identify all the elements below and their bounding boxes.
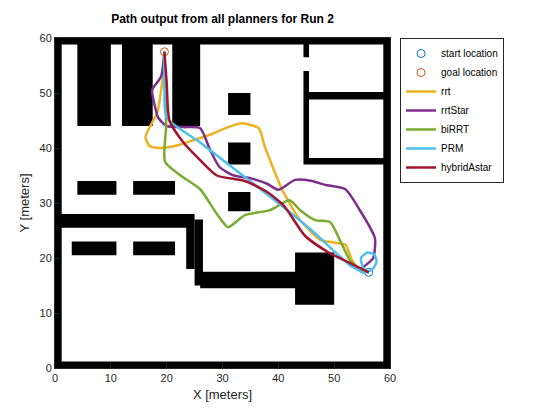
svg-text:0: 0 xyxy=(52,372,58,384)
svg-text:50: 50 xyxy=(328,372,340,384)
svg-text:60: 60 xyxy=(384,372,396,384)
svg-text:rrtStar: rrtStar xyxy=(441,105,469,116)
svg-text:20: 20 xyxy=(161,372,173,384)
svg-text:40: 40 xyxy=(272,372,284,384)
svg-text:50: 50 xyxy=(40,87,52,99)
svg-text:40: 40 xyxy=(40,142,52,154)
svg-text:Path output from all planners: Path output from all planners for Run 2 xyxy=(111,12,334,26)
svg-text:start location: start location xyxy=(441,48,498,59)
svg-text:10: 10 xyxy=(40,307,52,319)
svg-text:biRRT: biRRT xyxy=(441,124,469,135)
svg-text:hybridAstar: hybridAstar xyxy=(441,162,492,173)
svg-text:PRM: PRM xyxy=(441,143,463,154)
svg-text:30: 30 xyxy=(40,197,52,209)
svg-text:30: 30 xyxy=(216,372,228,384)
svg-text:rrt: rrt xyxy=(441,86,451,97)
svg-text:Y [meters]: Y [meters] xyxy=(17,173,32,232)
svg-text:20: 20 xyxy=(40,252,52,264)
svg-text:0: 0 xyxy=(46,362,52,374)
svg-text:X [meters]: X [meters] xyxy=(193,387,252,402)
svg-text:goal location: goal location xyxy=(441,67,497,78)
svg-text:10: 10 xyxy=(105,372,117,384)
svg-text:60: 60 xyxy=(40,32,52,44)
